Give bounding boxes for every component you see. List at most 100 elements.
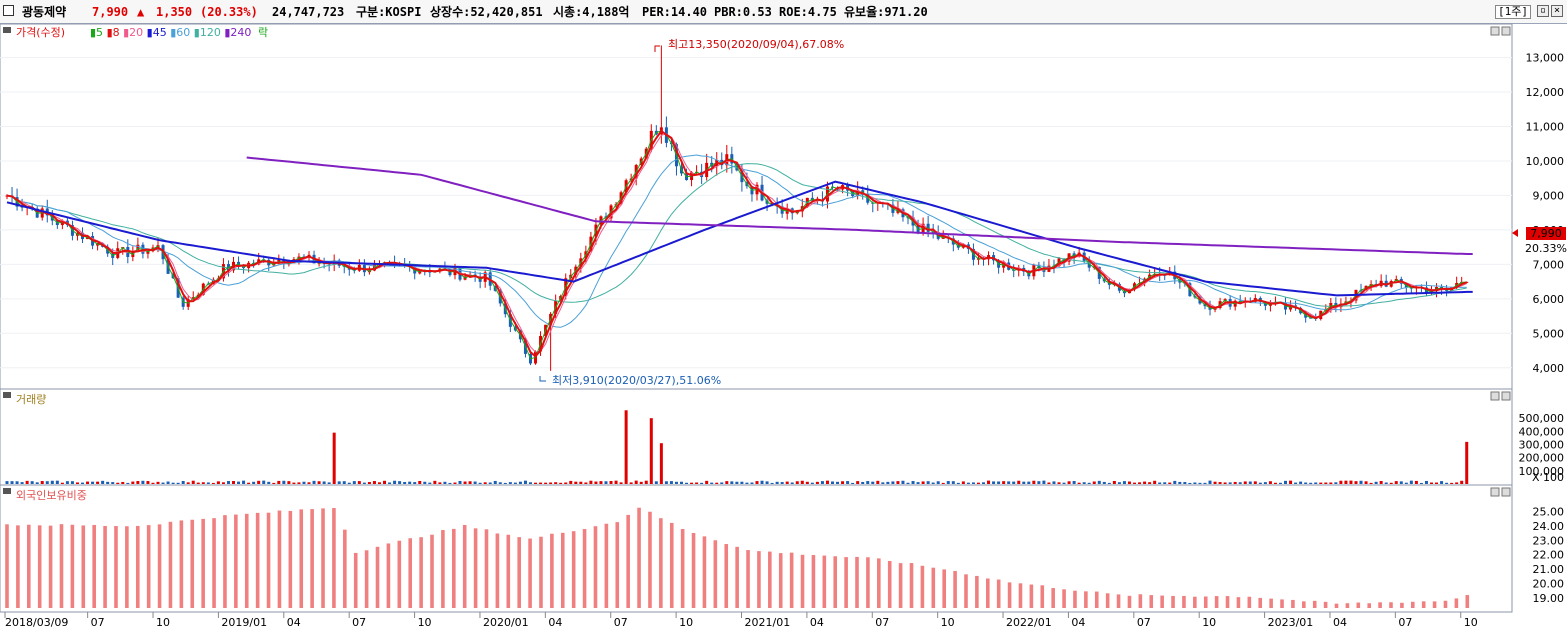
- volume-bar: [1253, 481, 1257, 484]
- foreign-bar: [1400, 602, 1404, 608]
- foreign-bar: [506, 534, 511, 608]
- volume-bar: [1153, 480, 1157, 484]
- ma240-line: [246, 156, 1473, 255]
- price-ytick: 5,000: [1533, 327, 1565, 340]
- foreign-bar: [135, 525, 140, 608]
- foreign-bar: [1138, 594, 1143, 608]
- volume-bar: [866, 481, 870, 484]
- panel-handle-icon[interactable]: [3, 488, 11, 494]
- listed-shares: 상장수:52,420,851: [430, 5, 543, 19]
- foreign-bar: [92, 524, 96, 608]
- xtick-label: 04: [548, 616, 562, 629]
- foreign-bar: [604, 523, 609, 608]
- panel-minimize-icon[interactable]: [1490, 487, 1500, 497]
- volume-bar: [936, 481, 940, 484]
- volume-bar: [86, 481, 90, 484]
- foreign-ytick: 20.00: [1533, 578, 1565, 591]
- volume-bar: [604, 481, 608, 484]
- volume-bar: [976, 482, 980, 484]
- foreign-bar: [1302, 601, 1306, 608]
- volume-bar: [1097, 480, 1101, 484]
- volume-bar: [1278, 482, 1282, 484]
- legend-price: 가격(수정): [16, 26, 65, 39]
- foreign-bar: [637, 507, 641, 608]
- volume-bar: [418, 480, 422, 484]
- period-button[interactable]: [1주]: [1495, 5, 1531, 19]
- legend-ma-240: ▮240: [224, 26, 251, 39]
- foreign-bar: [1323, 601, 1328, 608]
- xtick-label: 10: [1202, 616, 1216, 629]
- foreign-bar: [1291, 599, 1295, 608]
- panel-minimize-icon[interactable]: [1490, 391, 1500, 401]
- volume-legend: 거래량: [16, 393, 46, 406]
- foreign-bar: [593, 526, 598, 608]
- foreign-bar: [1269, 598, 1273, 608]
- volume-bar: [1284, 480, 1288, 484]
- xtick-label: 10: [941, 616, 955, 629]
- volume-bar: [1319, 482, 1323, 484]
- foreign-bar: [223, 515, 227, 608]
- volume-bar: [1273, 482, 1277, 484]
- foreign-bar: [844, 557, 848, 608]
- volume-bar: [101, 480, 105, 484]
- volume-bar: [775, 481, 779, 484]
- panel-close-icon[interactable]: [1501, 391, 1511, 401]
- panel-close-icon[interactable]: [1501, 26, 1511, 36]
- foreign-bar: [931, 567, 936, 608]
- panel-handle-icon[interactable]: [3, 27, 11, 33]
- volume-bar: [906, 482, 910, 484]
- foreign-bar: [757, 551, 761, 608]
- foreign-bar: [996, 579, 1001, 608]
- foreign-bar: [811, 555, 816, 608]
- select-checkbox[interactable]: [3, 5, 14, 16]
- foreign-bar: [473, 528, 478, 608]
- foreign-bar: [70, 524, 75, 608]
- volume-bar: [116, 482, 120, 484]
- price-ytick: 10,000: [1526, 155, 1565, 168]
- xtick-label: 04: [810, 616, 824, 629]
- volume-bar: [710, 482, 714, 484]
- foreign-bar: [408, 538, 413, 608]
- volume-bar: [841, 481, 845, 484]
- foreign-bar: [560, 532, 565, 608]
- xtick-label: 07: [614, 616, 628, 629]
- restore-icon[interactable]: ▫: [1537, 5, 1549, 17]
- xtick-label: 04: [287, 616, 301, 629]
- close-icon[interactable]: ×: [1551, 5, 1563, 17]
- volume-bar: [232, 481, 236, 484]
- panel-minimize-icon[interactable]: [1490, 26, 1500, 36]
- volume-bar: [614, 480, 618, 484]
- volume-bar: [111, 482, 115, 484]
- panel-close-icon[interactable]: [1501, 487, 1511, 497]
- foreign-bar: [768, 551, 772, 608]
- volume-bar: [730, 481, 734, 484]
- foreign-bar: [244, 513, 249, 608]
- volume-bar: [166, 481, 170, 484]
- foreign-bar: [898, 563, 903, 608]
- foreign-bar: [1258, 597, 1263, 608]
- min-annotation: 최저3,910(2020/03/27),51.06%: [552, 374, 721, 387]
- volume-bar: [96, 481, 100, 484]
- volume-bar: [820, 481, 824, 484]
- volume-bar: [1203, 482, 1207, 484]
- volume-bar: [1042, 480, 1046, 484]
- volume-bar: [735, 481, 739, 484]
- foreign-bar: [255, 512, 260, 608]
- volume-bar: [569, 480, 573, 484]
- legend-fall: 락: [258, 26, 268, 39]
- volume-bar: [987, 480, 991, 484]
- price-panel: [0, 23, 1513, 390]
- volume-bar: [1440, 481, 1444, 484]
- volume-bar: [352, 481, 356, 484]
- volume-bar: [1002, 481, 1006, 484]
- foreign-bar: [887, 561, 892, 608]
- volume-bar: [1188, 482, 1192, 484]
- panel-handle-icon[interactable]: [3, 392, 11, 398]
- volume-bar: [1168, 482, 1172, 484]
- foreign-bar: [669, 522, 674, 608]
- foreign-bar: [866, 557, 870, 608]
- volume-bar: [362, 482, 366, 484]
- volume-bar: [493, 480, 497, 484]
- volume-bar: [982, 482, 986, 484]
